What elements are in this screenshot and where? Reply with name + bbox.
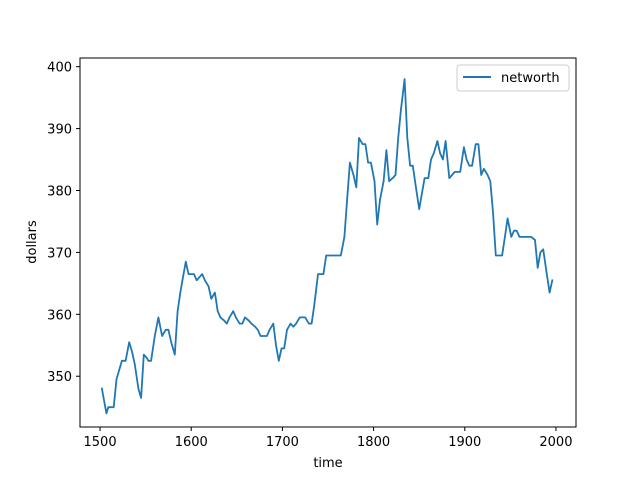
legend-label-networth: networth xyxy=(501,71,560,86)
y-tick-label: 400 xyxy=(47,61,72,76)
plot-area xyxy=(80,58,576,427)
y-axis: 350 360 370 380 390 400 xyxy=(47,61,80,385)
y-tick-label: 370 xyxy=(47,246,72,261)
series-line-networth xyxy=(100,78,554,415)
x-tick-label: 1500 xyxy=(84,435,117,450)
legend: networth xyxy=(456,64,570,92)
legend-box xyxy=(456,64,570,92)
y-tick-label: 390 xyxy=(47,123,72,138)
series-layer xyxy=(100,78,554,415)
y-tick-label: 350 xyxy=(47,370,72,385)
y-tick-label: 360 xyxy=(47,308,72,323)
x-tick-label: 2000 xyxy=(539,435,572,450)
y-tick-label: 380 xyxy=(47,184,72,199)
plot-frame xyxy=(79,57,577,428)
y-axis-label: dollars xyxy=(25,220,40,264)
x-axis: 1500 1600 1700 1800 1900 2000 xyxy=(84,427,572,450)
x-axis-label: time xyxy=(313,456,342,471)
x-tick-label: 1800 xyxy=(357,435,390,450)
x-tick-label: 1900 xyxy=(448,435,481,450)
x-tick-label: 1600 xyxy=(175,435,208,450)
x-tick-label: 1700 xyxy=(266,435,299,450)
